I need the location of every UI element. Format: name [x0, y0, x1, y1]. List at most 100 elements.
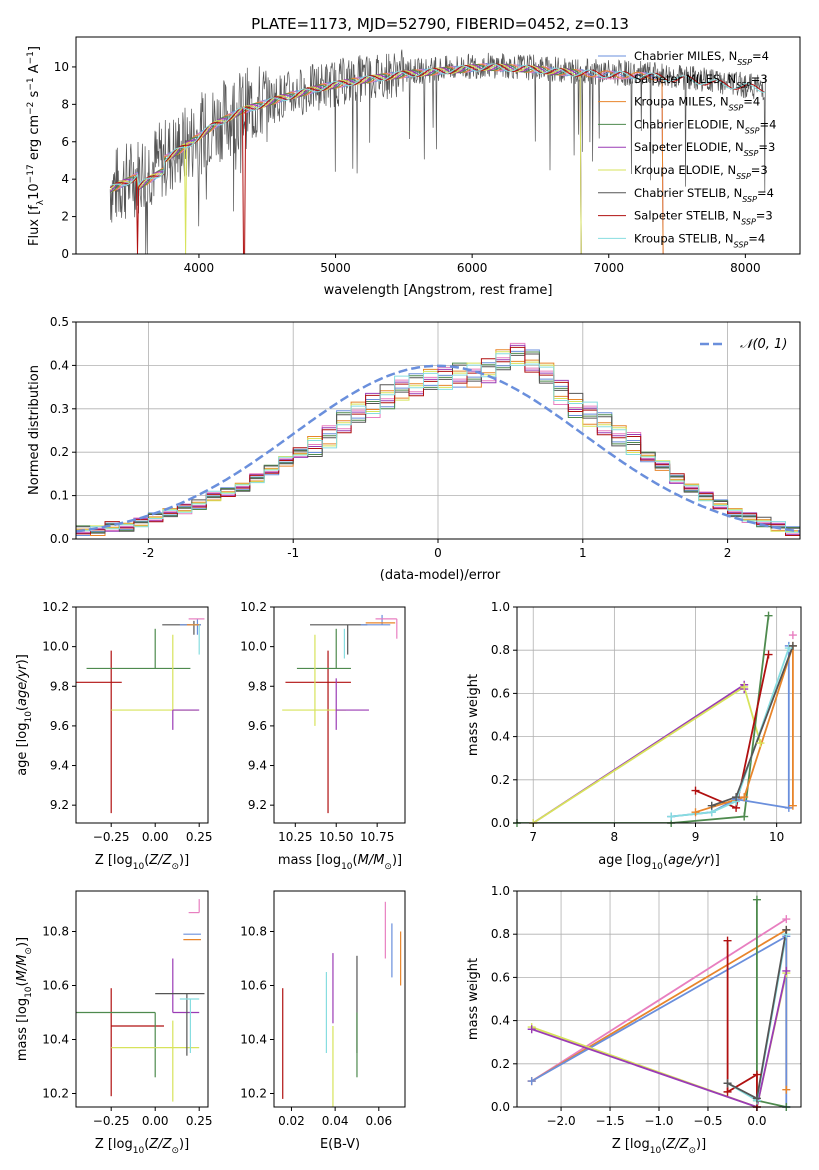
y-tick-label: 0.2 [50, 445, 69, 459]
legend-label: Kroupa MILES, NSSP=4 [634, 95, 760, 113]
y-tick-label: 10.0 [42, 640, 69, 654]
axes-frame [516, 606, 802, 824]
legend-label: Kroupa STELIB, NSSP=4 [634, 231, 765, 249]
x-tick-label: 0.02 [278, 1114, 305, 1128]
x-tick-label: −1.5 [595, 1114, 624, 1128]
y-tick-label: 0.4 [491, 1014, 510, 1028]
legend-label: Chabrier MILES, NSSP=4 [634, 49, 769, 67]
y-tick-label: 0.8 [491, 643, 510, 657]
y-tick-label: 0.8 [491, 927, 510, 941]
plot-area-mass_vs_Z [76, 899, 205, 1102]
weight-marker [723, 936, 732, 945]
histogram-line [76, 353, 800, 533]
y-tick-label: 9.4 [50, 759, 69, 773]
axes-frame [273, 890, 406, 1108]
y-tick-label: 0.0 [491, 1100, 510, 1114]
weight-marker [667, 812, 676, 821]
weight-line [726, 940, 758, 1107]
axes-age_vs_mass: 10.25 10.50 10.75 9.2 9.4 9.6 9.8 10.0 10.2 mass … [240, 600, 406, 872]
y-tick-label: 0.6 [491, 970, 510, 984]
x-tick-label: −1.0 [644, 1114, 673, 1128]
y-tick-label: 0.4 [50, 358, 69, 372]
x-tick-label: 0.00 [142, 1114, 169, 1128]
y-tick-label: 9.8 [248, 679, 267, 693]
y-axis-label: Normed distribution [27, 365, 42, 495]
y-tick-label: 10.2 [42, 1087, 69, 1101]
axes-massweight_vs_Z: −2.0 −1.5 −1.0 −0.5 0.0 0.0 0.2 0.4 0.6 0.8 1.0 Z [… [466, 884, 802, 1156]
x-tick-label: -1 [287, 546, 299, 560]
y-tick-label: 4 [61, 172, 69, 186]
x-tick-label: −0.25 [93, 1114, 130, 1128]
y-tick-label: 9.8 [50, 679, 69, 693]
y-tick-label: 10.2 [240, 1087, 267, 1101]
y-tick-label: 1.0 [491, 600, 510, 614]
y-tick-label: 2 [61, 210, 69, 224]
weight-line [695, 645, 794, 814]
x-tick-label: 6000 [457, 261, 488, 275]
weight-marker [707, 801, 716, 810]
x-tick-label: 10 [769, 830, 784, 844]
x-tick-label: −0.5 [693, 1114, 722, 1128]
x-tick-label: 2 [724, 546, 732, 560]
weight-line [531, 970, 788, 1107]
y-tick-label: 9.4 [248, 759, 267, 773]
weight-line [531, 918, 787, 1082]
weight-marker [732, 793, 741, 802]
weight-marker [752, 1070, 761, 1079]
y-tick-label: 10.8 [240, 925, 267, 939]
y-tick-label: 9.2 [50, 798, 69, 812]
weight-marker [723, 1079, 732, 1088]
y-axis-label: mass [log10(M/M⊙)] [15, 937, 34, 1061]
weight-marker [527, 1025, 536, 1034]
axes-massweight_vs_age: 7 8 9 10 0.0 0.2 0.4 0.6 0.8 1.0 age [log10(age/yr… [466, 600, 802, 872]
x-axis-label: (data-model)/error [380, 568, 501, 583]
x-tick-label: 10.25 [278, 830, 312, 844]
weight-marker [527, 1077, 536, 1086]
y-tick-label: 8 [61, 97, 69, 111]
y-tick-label: 0.1 [50, 489, 69, 503]
y-tick-label: 0.5 [50, 315, 69, 329]
x-tick-label: 0.0 [747, 1114, 766, 1128]
weight-marker [782, 966, 791, 975]
x-tick-label: 0.25 [186, 830, 213, 844]
weight-marker [788, 801, 797, 810]
y-tick-label: 10.4 [42, 1033, 69, 1047]
y-axis-label: mass weight [466, 674, 481, 756]
x-tick-label: 0.25 [186, 1114, 213, 1128]
x-tick-label: 0.04 [322, 1114, 349, 1128]
weight-marker [782, 915, 791, 924]
model-spectrum-line [109, 63, 582, 254]
y-tick-label: 0.2 [491, 773, 510, 787]
model-spectrum-line [109, 63, 766, 187]
y-tick-label: 10.2 [240, 600, 267, 614]
x-tick-label: 7 [529, 830, 537, 844]
y-tick-label: 0.2 [491, 1057, 510, 1071]
x-tick-label: 10.75 [360, 830, 394, 844]
y-tick-label: 0.4 [491, 730, 510, 744]
axes-spectrum: 4000 5000 6000 7000 8000 0 2 4 6 8 10 Chabrier MILE… [26, 36, 801, 298]
y-tick-label: 0.0 [50, 532, 69, 546]
y-axis-label: mass weight [466, 958, 481, 1040]
gaussian-curve [76, 364, 800, 533]
weight-marker [788, 631, 797, 640]
x-tick-label: −2.0 [546, 1114, 575, 1128]
y-tick-label: 10.2 [42, 600, 69, 614]
weight-marker [782, 1085, 791, 1094]
y-tick-label: 10 [54, 60, 69, 74]
weight-marker [740, 682, 749, 691]
legend-label: Chabrier ELODIE, NSSP=4 [634, 117, 776, 135]
y-tick-label: 1.0 [491, 884, 510, 898]
y-tick-label: 10.8 [42, 925, 69, 939]
weight-marker [756, 739, 765, 748]
x-tick-label: 5000 [320, 261, 351, 275]
plot-area-residuals [76, 342, 800, 536]
axes-frame [75, 36, 801, 255]
x-tick-label: 0.06 [365, 1114, 392, 1128]
weight-marker [752, 895, 761, 904]
weight-marker [782, 925, 791, 934]
plot-area-spectrum [109, 49, 767, 254]
y-tick-label: 9.2 [248, 798, 267, 812]
x-tick-label: 0.00 [142, 830, 169, 844]
plot-area-age_vs_mass [282, 614, 398, 814]
